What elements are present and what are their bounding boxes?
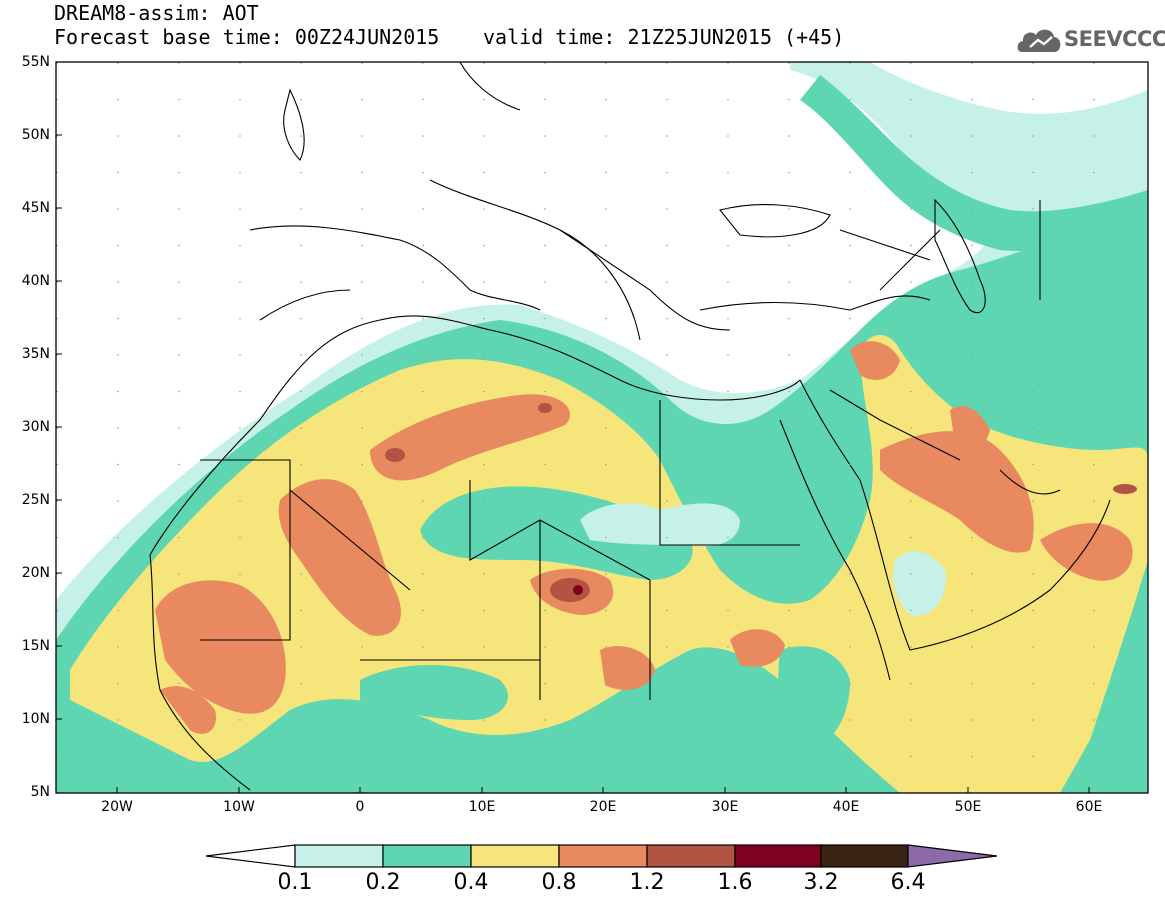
- graticule: [56, 62, 1148, 793]
- lon-label: 10E: [468, 799, 496, 815]
- forecast-base-time: Forecast base time: 00Z24JUN2015: [54, 25, 440, 49]
- lat-label: 20N: [21, 565, 50, 581]
- colorbar-label: 0.1: [277, 870, 313, 895]
- valid-time: valid time: 21Z25JUN2015 (+45): [483, 25, 845, 49]
- colorbar-label: 1.2: [629, 870, 665, 895]
- colorbar-label: 3.2: [803, 870, 839, 895]
- lon-label: 20E: [589, 799, 617, 815]
- lon-label: 40E: [832, 799, 860, 815]
- colorbar-label: 0.2: [365, 870, 401, 895]
- lat-label: 50N: [21, 127, 50, 143]
- colorbar-label: 6.4: [890, 870, 926, 895]
- lon-label: 60E: [1075, 799, 1103, 815]
- lat-label: 45N: [21, 200, 50, 216]
- lat-label: 25N: [21, 492, 50, 508]
- colorbar-label: 0.8: [541, 870, 577, 895]
- map-title: DREAM8-assim: AOT: [54, 1, 259, 25]
- colorbar-swatch-3.2: [820, 844, 909, 868]
- lon-label: 30E: [711, 799, 739, 815]
- colorbar-label: 1.6: [717, 870, 753, 895]
- colorbar-over-triangle: [907, 844, 998, 868]
- lat-label: 10N: [21, 711, 50, 727]
- logo-text: SEEVCCC: [1064, 27, 1165, 51]
- colorbar-label: 0.4: [453, 870, 489, 895]
- lon-label: 10W: [223, 799, 255, 815]
- colorbar-swatch-0.4: [470, 844, 560, 868]
- lon-label: 50E: [954, 799, 982, 815]
- lon-label: 20W: [101, 799, 133, 815]
- lat-label: 30N: [21, 419, 50, 435]
- axis-ticks: [56, 61, 1090, 793]
- lat-label: 5N: [30, 784, 50, 800]
- lat-label: 35N: [21, 346, 50, 362]
- cloud-logo-icon: [1017, 29, 1061, 52]
- lat-label: 15N: [21, 638, 50, 654]
- colorbar: [205, 844, 998, 868]
- colorbar-swatch-1.6: [734, 844, 822, 868]
- colorbar-swatch-0.1: [294, 844, 384, 868]
- lat-label: 55N: [21, 54, 50, 70]
- colorbar-swatch-1.2: [646, 844, 736, 868]
- colorbar-swatch-0.2: [382, 844, 472, 868]
- lat-label: 40N: [21, 273, 50, 289]
- colorbar-swatch-0.8: [558, 844, 648, 868]
- lon-label: 0: [355, 799, 365, 815]
- colorbar-under-triangle: [205, 844, 296, 868]
